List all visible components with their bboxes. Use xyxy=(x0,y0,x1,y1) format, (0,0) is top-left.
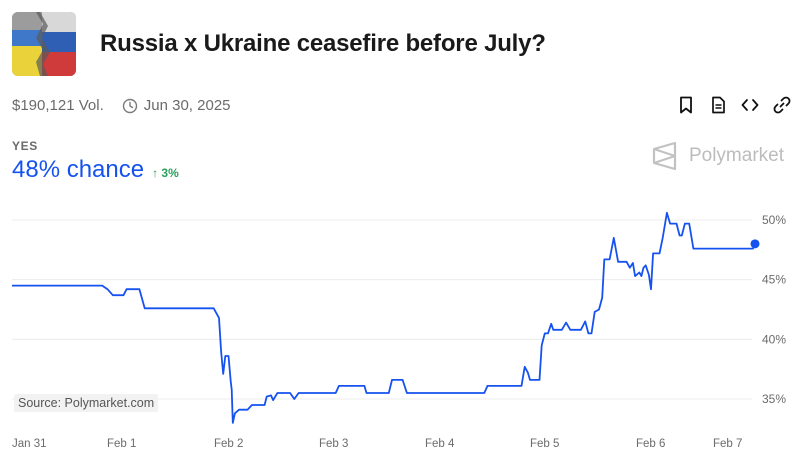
link-icon[interactable] xyxy=(772,95,792,115)
clock-icon xyxy=(122,98,138,114)
x-tick-label: Feb 7 xyxy=(713,438,742,450)
price-chart[interactable]: 50% 45% 40% 35% Jan 31 Feb 1 Feb 2 Feb 3 Feb 4 F… xyxy=(0,200,804,462)
market-header: Russia x Ukraine ceasefire before July? xyxy=(12,12,546,76)
embed-code-icon[interactable] xyxy=(740,95,760,115)
polymarket-logo-icon xyxy=(652,141,677,171)
x-tick-label: Jan 31 xyxy=(12,438,47,450)
chance-delta: ↑ 3% xyxy=(152,166,179,180)
series-line xyxy=(12,211,756,424)
market-meta: $190,121 Vol. Jun 30, 2025 xyxy=(12,97,231,114)
x-tick-label: Feb 3 xyxy=(319,438,348,450)
market-title: Russia x Ukraine ceasefire before July? xyxy=(100,30,546,57)
x-tick-label: Feb 2 xyxy=(214,438,243,450)
x-tick-label: Feb 4 xyxy=(425,438,455,450)
end-date-text: Jun 30, 2025 xyxy=(143,97,231,114)
brand-name: Polymarket xyxy=(688,145,784,166)
outcome-chance: 48% chance ↑ 3% xyxy=(12,156,179,184)
document-icon[interactable] xyxy=(708,95,728,115)
polymarket-brand: Polymarket xyxy=(651,141,784,171)
y-tick-label: 35% xyxy=(762,392,786,406)
y-tick-label: 40% xyxy=(762,332,786,346)
x-tick-label: Feb 6 xyxy=(636,438,665,450)
y-tick-label: 50% xyxy=(762,213,786,227)
source-caption: Source: Polymarket.com xyxy=(14,394,159,412)
x-tick-label: Feb 5 xyxy=(530,438,559,450)
outcome-label: YES xyxy=(12,139,38,153)
russia-ukraine-flag-image xyxy=(12,12,76,76)
chart-series xyxy=(12,211,760,424)
bookmark-icon[interactable] xyxy=(676,95,696,115)
chart-x-ticks: Jan 31 Feb 1 Feb 2 Feb 3 Feb 4 Feb 5 Feb 6 Feb … xyxy=(12,438,742,450)
chance-value: 48% chance xyxy=(12,156,145,183)
x-tick-label: Feb 1 xyxy=(107,438,136,450)
chart-gridlines xyxy=(12,219,752,400)
series-end-point xyxy=(750,239,760,249)
chart-y-ticks: 50% 45% 40% 35% xyxy=(762,213,786,406)
toolbar xyxy=(664,95,792,115)
volume-text: $190,121 Vol. xyxy=(12,97,104,114)
y-tick-label: 45% xyxy=(762,273,786,287)
